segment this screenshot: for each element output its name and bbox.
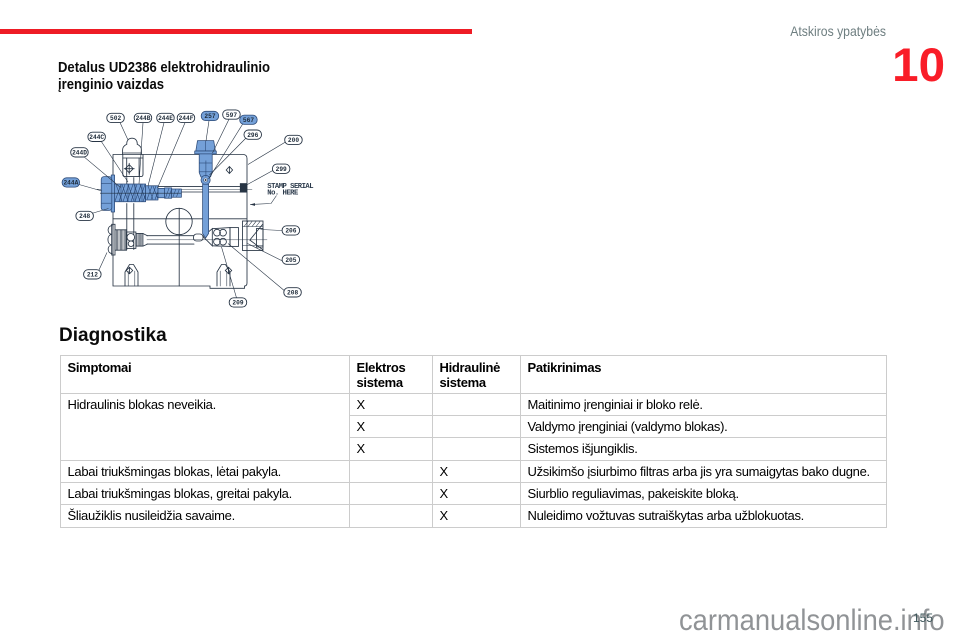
svg-text:206: 206 (285, 228, 296, 235)
svg-text:248: 248 (79, 213, 90, 220)
svg-text:208: 208 (287, 290, 298, 297)
svg-text:209: 209 (232, 300, 243, 307)
svg-text:244C: 244C (89, 134, 104, 141)
svg-text:200: 200 (288, 137, 299, 144)
svg-text:STAMP SERIAL: STAMP SERIAL (267, 183, 313, 191)
svg-text:244A: 244A (63, 180, 78, 187)
svg-text:244D: 244D (72, 150, 87, 157)
svg-text:299: 299 (276, 166, 287, 173)
svg-text:No. HERE: No. HERE (267, 190, 299, 198)
svg-text:597: 597 (226, 112, 237, 119)
svg-text:244E: 244E (158, 115, 173, 122)
svg-text:244F: 244F (179, 115, 194, 122)
svg-text:567: 567 (243, 117, 254, 124)
svg-text:244B: 244B (136, 115, 151, 122)
svg-text:257: 257 (204, 113, 215, 120)
svg-text:296: 296 (247, 132, 258, 139)
svg-text:502: 502 (110, 115, 121, 122)
svg-text:212: 212 (87, 272, 98, 279)
svg-text:205: 205 (285, 257, 296, 264)
